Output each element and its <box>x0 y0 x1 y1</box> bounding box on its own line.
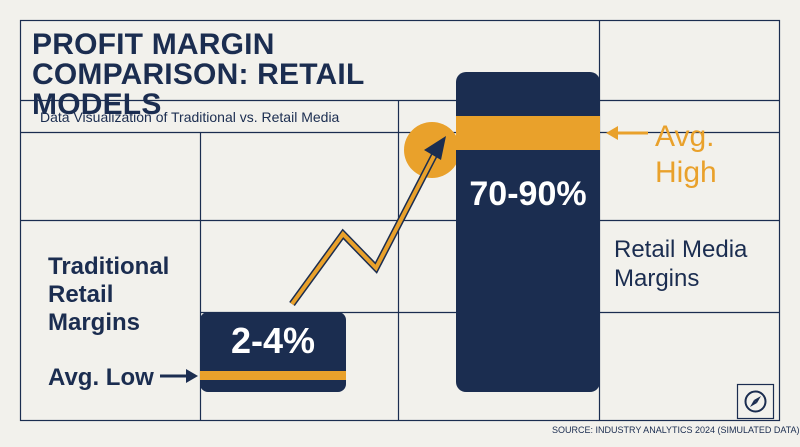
chart-title: PROFIT MARGIN COMPARISON: RETAIL MODELS <box>32 28 364 121</box>
arrow-left-icon <box>606 126 648 140</box>
category-label-retail-media: Retail Media Margins <box>614 236 748 292</box>
category-label-traditional: Traditional Retail Margins <box>48 253 170 336</box>
annotation-avg-high: Avg. High <box>655 120 717 189</box>
data-label-traditional: 2-4% <box>230 320 316 361</box>
compass-icon <box>736 383 775 420</box>
bar-retail-media <box>456 72 600 392</box>
source-note: SOURCE: INDUSTRY ANALYTICS 2024 (SIMULAT… <box>552 425 800 435</box>
arrow-right-icon <box>160 369 198 383</box>
trend-arrow <box>289 136 446 307</box>
annotation-avg-low: Avg. Low <box>48 364 154 391</box>
avg-high-stripe <box>456 116 600 150</box>
avg-low-stripe <box>200 371 346 380</box>
data-label-retail-media: 70-90% <box>469 175 587 213</box>
trend-arrow-head <box>424 136 446 160</box>
chart-subtitle: Data Visualization of Traditional vs. Re… <box>40 109 340 125</box>
